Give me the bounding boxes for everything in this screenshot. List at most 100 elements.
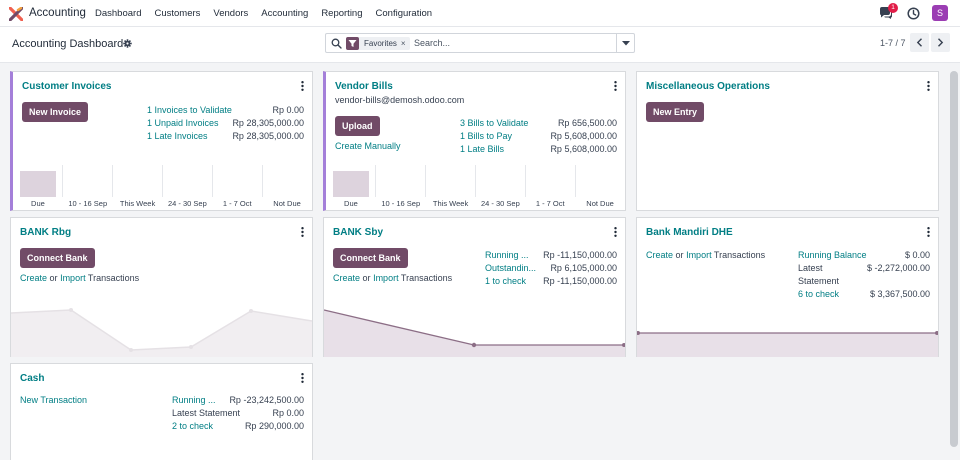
new-transaction-link[interactable]: New Transaction [20,395,88,405]
outstanding-link[interactable]: Outstandin... [485,263,537,273]
create-import-line: Create or Import Transactions [333,273,452,283]
invoices-bar-chart[interactable] [13,165,312,197]
import-link[interactable]: Import [373,273,399,283]
card-title[interactable]: Cash [20,373,45,384]
journal-card-bank-sby: BANK Sby Connect Bank Create or Import T… [323,217,626,357]
new-invoice-button[interactable]: New Invoice [22,102,89,122]
create-import-line: Create or Import Transactions [20,273,139,283]
running-balance-link[interactable]: Running ... [172,395,216,405]
bar-label: 24 - 30 Sep [168,199,207,208]
or-text: or [362,273,371,283]
late-bills-value: Rp 5,608,000.00 [550,144,617,154]
bar-column [476,165,526,197]
create-link[interactable]: Create [20,273,48,283]
pager-next-button[interactable] [931,33,950,52]
facet-remove-icon[interactable]: × [400,39,406,48]
kebab-menu-icon[interactable] [301,81,304,91]
bar-column [526,165,576,197]
balance-line-chart[interactable] [637,328,938,357]
menu-reporting[interactable]: Reporting [321,8,363,19]
menu-dashboard[interactable]: Dashboard [95,8,142,19]
accounting-app-icon[interactable] [9,7,23,21]
kebab-menu-icon[interactable] [927,227,930,237]
top-navbar: Accounting Dashboard Customers Vendors A… [0,0,960,27]
kebab-menu-icon[interactable] [927,81,930,91]
bar-due[interactable] [333,171,369,197]
statement-label: Statement [798,276,840,286]
app-name[interactable]: Accounting [29,7,86,19]
bills-bar-chart[interactable] [326,165,625,197]
bills-to-pay-link[interactable]: 1 Bills to Pay [460,131,513,141]
kebab-menu-icon[interactable] [301,227,304,237]
invoices-to-validate-link[interactable]: 1 Invoices to Validate [147,105,232,115]
bar-label: Due [344,199,358,208]
bar-label: 24 - 30 Sep [481,199,520,208]
pager-previous-button[interactable] [910,33,929,52]
card-title[interactable]: BANK Rbg [20,227,72,238]
search-bar: Favorites × [325,33,635,53]
create-link[interactable]: Create [646,250,674,260]
or-text: or [675,250,684,260]
card-title[interactable]: Miscellaneous Operations [646,81,770,92]
bills-to-validate-link[interactable]: 3 Bills to Validate [460,118,529,128]
bar-chart-labels: Due 10 - 16 Sep This Week 24 - 30 Sep 1 … [326,199,625,213]
favorites-facet: Favorites × [346,37,410,50]
latest-statement-value: Rp 0.00 [272,408,304,418]
bar-column [376,165,426,197]
caret-down-icon [621,40,630,45]
pager-value[interactable]: 1-7 / 7 [880,38,906,48]
search-icon[interactable] [331,38,342,49]
search-options-toggle[interactable] [616,34,634,52]
kebab-menu-icon[interactable] [614,227,617,237]
menu-customers[interactable]: Customers [154,8,201,19]
running-balance-link[interactable]: Running Balance [798,250,867,260]
bar-column [163,165,213,197]
card-title[interactable]: Customer Invoices [22,81,112,92]
bills-to-validate-value: Rp 656,500.00 [557,118,617,128]
running-balance-link[interactable]: Running ... [485,250,529,260]
bar-label: Due [31,199,45,208]
gear-icon[interactable] [123,39,132,48]
kebab-menu-icon[interactable] [614,81,617,91]
to-check-link[interactable]: 2 to check [172,421,214,431]
messages-button[interactable]: 1 [879,3,898,20]
scrollbar-thumb[interactable] [950,71,958,447]
late-invoices-link[interactable]: 1 Late Invoices [147,131,208,141]
journal-card-misc-operations: Miscellaneous Operations New Entry [636,71,939,211]
main-menu: Dashboard Customers Vendors Accounting R… [95,8,445,19]
journal-card-cash: Cash New Transaction Running ... Rp -23,… [10,363,313,460]
kebab-menu-icon[interactable] [301,373,304,383]
bar-due[interactable] [20,171,56,197]
connect-bank-button[interactable]: Connect Bank [20,248,95,268]
chat-icon [880,7,892,19]
card-title[interactable]: BANK Sby [333,227,384,238]
create-manually-link[interactable]: Create Manually [335,141,401,151]
to-check-link[interactable]: 6 to check [798,289,840,299]
user-avatar[interactable]: S [932,5,948,21]
late-invoices-value: Rp 28,305,000.00 [232,131,304,141]
vertical-scrollbar[interactable] [948,63,960,460]
notification-badge: 1 [888,3,898,13]
card-title[interactable]: Vendor Bills [335,81,393,92]
menu-configuration[interactable]: Configuration [375,8,433,19]
create-link[interactable]: Create [333,273,361,283]
import-link[interactable]: Import [60,273,86,283]
menu-accounting[interactable]: Accounting [261,8,309,19]
balance-line-chart[interactable] [11,303,312,357]
menu-vendors[interactable]: Vendors [213,8,249,19]
to-check-link[interactable]: 1 to check [485,276,527,286]
bar-column [63,165,113,197]
search-input[interactable] [414,36,604,50]
connect-bank-button[interactable]: Connect Bank [333,248,408,268]
unpaid-invoices-link[interactable]: 1 Unpaid Invoices [147,118,219,128]
new-entry-button[interactable]: New Entry [646,102,705,122]
card-title[interactable]: Bank Mandiri DHE [646,227,733,238]
invoices-to-validate-value: Rp 0.00 [272,105,304,115]
balance-line-chart[interactable] [324,303,625,357]
bills-to-pay-value: Rp 5,608,000.00 [550,131,617,141]
import-link[interactable]: Import [686,250,712,260]
bar-label: Not Due [273,199,301,208]
upload-button[interactable]: Upload [335,116,380,136]
late-bills-link[interactable]: 1 Late Bills [460,144,505,154]
activity-clock-icon[interactable] [907,6,920,20]
